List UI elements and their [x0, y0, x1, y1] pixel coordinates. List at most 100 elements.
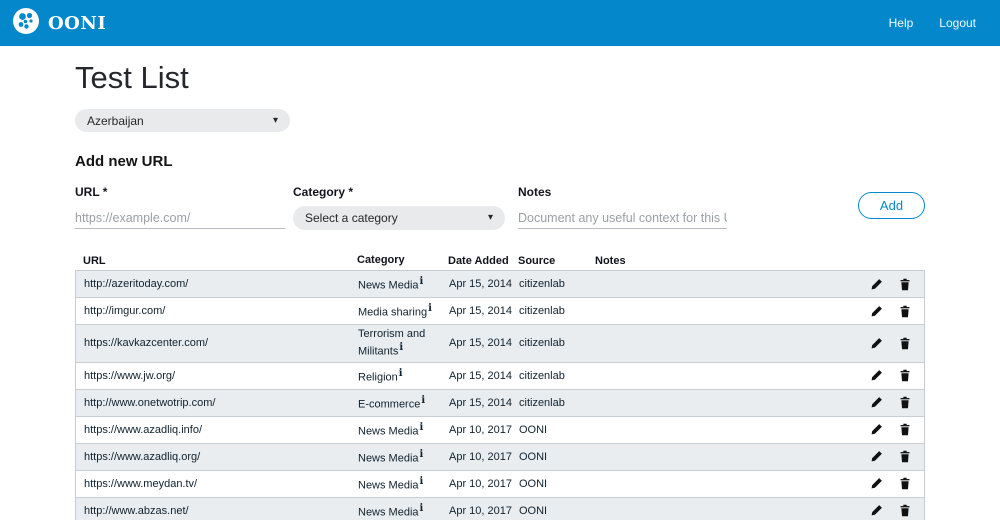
table-row: http://azeritoday.com/ News Mediai Apr 1… [76, 271, 924, 298]
notes-field-group: Notes [518, 185, 727, 229]
row-actions [852, 336, 924, 350]
category-select-placeholder: Select a category [305, 211, 398, 225]
table-row: http://imgur.com/ Media sharingi Apr 15,… [76, 298, 924, 325]
row-source: OONI [519, 423, 548, 436]
url-label: URL * [75, 185, 108, 199]
delete-button[interactable] [898, 477, 912, 491]
row-date-added: Apr 15, 2014 [449, 369, 512, 382]
table-row: https://www.azadliq.org/ News Mediai Apr… [76, 443, 924, 471]
row-actions [852, 504, 924, 518]
table-row: https://www.azadliq.info/ News Mediai Ap… [76, 417, 924, 444]
table-row: http://www.onetwotrip.com/ E-commercei A… [76, 389, 924, 417]
col-header-category: Category [357, 254, 405, 266]
url-field-group: URL * [75, 185, 285, 229]
main-content: Test List Azerbaijan ▾ Add new URL URL *… [0, 58, 1000, 520]
chevron-down-icon: ▾ [272, 114, 278, 126]
table-row: http://www.abzas.net/ News Mediai Apr 10… [76, 497, 924, 520]
row-category: Terrorism and Militantsi [358, 328, 426, 358]
row-category: News Mediai [358, 448, 424, 465]
category-field-group: Category * Select a category ▾ [293, 185, 505, 230]
row-url: https://www.azadliq.info/ [84, 423, 203, 436]
chevron-down-icon: ▾ [487, 212, 493, 223]
edit-button[interactable] [869, 304, 883, 318]
edit-button[interactable] [869, 396, 883, 410]
row-source: citizenlab [519, 305, 565, 317]
delete-button[interactable] [898, 423, 912, 437]
delete-button[interactable] [898, 450, 912, 464]
col-header-url: URL [83, 254, 106, 267]
url-table: URL Category Date Added Source Notes htt… [75, 251, 925, 520]
notes-label: Notes [518, 185, 552, 199]
row-date-added: Apr 15, 2014 [449, 305, 512, 317]
info-icon[interactable]: i [399, 342, 404, 353]
info-icon[interactable]: i [419, 276, 424, 288]
row-date-added: Apr 10, 2017 [449, 504, 512, 517]
edit-button[interactable] [869, 477, 883, 491]
info-icon[interactable]: i [428, 303, 432, 315]
delete-button[interactable] [898, 369, 912, 383]
logo-wrap: OONI [12, 7, 106, 40]
notes-input[interactable] [518, 208, 727, 229]
row-actions [852, 369, 924, 383]
ooni-logo-icon [12, 7, 40, 40]
row-url: https://www.azadliq.org/ [84, 450, 201, 463]
col-header-notes: Notes [595, 254, 626, 267]
row-source: OONI [519, 450, 548, 463]
info-icon[interactable]: i [419, 475, 424, 487]
country-select[interactable]: Azerbaijan ▾ [75, 109, 290, 132]
edit-button[interactable] [869, 450, 883, 464]
brand-name: OONI [48, 12, 107, 34]
row-date-added: Apr 10, 2017 [449, 450, 512, 463]
row-actions [852, 277, 924, 291]
row-source: citizenlab [519, 396, 565, 409]
row-url: https://kavkazcenter.com/ [84, 337, 209, 350]
row-category: News Mediai [358, 276, 424, 292]
row-url: http://azeritoday.com/ [84, 278, 189, 290]
delete-button[interactable] [898, 304, 912, 318]
table-row: https://www.jw.org/ Religioni Apr 15, 20… [76, 363, 924, 390]
row-url: http://www.onetwotrip.com/ [84, 396, 216, 409]
row-url: http://imgur.com/ [84, 305, 166, 317]
info-icon[interactable]: i [419, 448, 424, 460]
row-url: https://www.jw.org/ [84, 369, 176, 382]
category-select[interactable]: Select a category ▾ [293, 206, 505, 230]
table-row: https://kavkazcenter.com/ Terrorism and … [76, 325, 924, 363]
col-header-date-added: Date Added [448, 254, 509, 267]
row-category: News Mediai [358, 502, 424, 519]
info-icon[interactable]: i [419, 421, 424, 433]
row-actions [852, 477, 924, 491]
row-date-added: Apr 15, 2014 [449, 396, 512, 409]
row-actions [852, 423, 924, 437]
edit-button[interactable] [869, 423, 883, 437]
row-category: Religioni [358, 367, 403, 384]
row-actions [852, 304, 924, 318]
row-url: https://www.meydan.tv/ [84, 477, 198, 490]
add-url-form: URL * Category * Select a category ▾ Not… [75, 185, 925, 230]
help-link[interactable]: Help [888, 16, 914, 30]
edit-button[interactable] [869, 277, 883, 291]
add-button[interactable]: Add [858, 192, 925, 219]
table-body: http://azeritoday.com/ News Mediai Apr 1… [75, 270, 925, 520]
row-date-added: Apr 10, 2017 [449, 477, 512, 490]
required-marker: * [102, 185, 108, 199]
url-input[interactable] [75, 208, 285, 229]
info-icon[interactable]: i [421, 394, 426, 406]
row-source: citizenlab [519, 278, 565, 290]
col-header-source: Source [518, 254, 556, 267]
delete-button[interactable] [898, 336, 912, 350]
logout-link[interactable]: Logout [939, 16, 976, 30]
edit-button[interactable] [869, 504, 883, 518]
edit-button[interactable] [869, 336, 883, 350]
app-header: OONI Help Logout [0, 0, 1000, 46]
add-url-heading: Add new URL [75, 153, 173, 170]
delete-button[interactable] [898, 504, 912, 518]
delete-button[interactable] [898, 277, 912, 291]
page-title: Test List [75, 60, 189, 95]
delete-button[interactable] [898, 396, 912, 410]
info-icon[interactable]: i [419, 502, 424, 514]
row-source: OONI [519, 477, 548, 490]
info-icon[interactable]: i [398, 367, 403, 379]
edit-button[interactable] [869, 369, 883, 383]
row-source: citizenlab [519, 337, 565, 350]
table-row: https://www.meydan.tv/ News Mediai Apr 1… [76, 471, 924, 498]
